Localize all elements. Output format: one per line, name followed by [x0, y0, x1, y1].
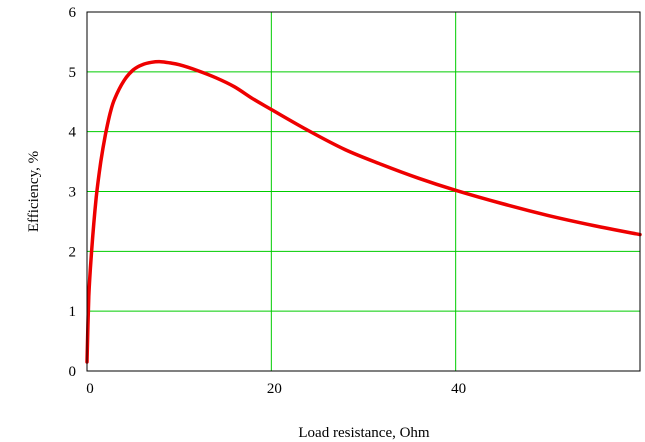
- tick-labels: 0 20 40 0 1 2 3 4 5 6: [69, 5, 467, 397]
- y-tick-label-5: 5: [69, 65, 77, 81]
- x-tick-label-0: 0: [86, 381, 94, 397]
- plot-frame: [86, 11, 641, 372]
- grid-lines: [87, 12, 640, 371]
- series-layer: [85, 59, 642, 364]
- y-tick-label-6: 6: [69, 5, 77, 21]
- y-tick-label-4: 4: [69, 125, 77, 141]
- series-line-0: [85, 59, 642, 364]
- y-tick-label-0: 0: [69, 364, 77, 380]
- y-tick-label-3: 3: [69, 185, 77, 201]
- y-axis-label: Efficiency, %: [26, 151, 42, 232]
- x-axis-label: Load resistance, Ohm: [298, 425, 430, 441]
- y-tick-label-1: 1: [69, 304, 77, 320]
- x-tick-label-40: 40: [451, 381, 466, 397]
- x-tick-label-20: 20: [267, 381, 282, 397]
- y-tick-label-2: 2: [69, 244, 77, 260]
